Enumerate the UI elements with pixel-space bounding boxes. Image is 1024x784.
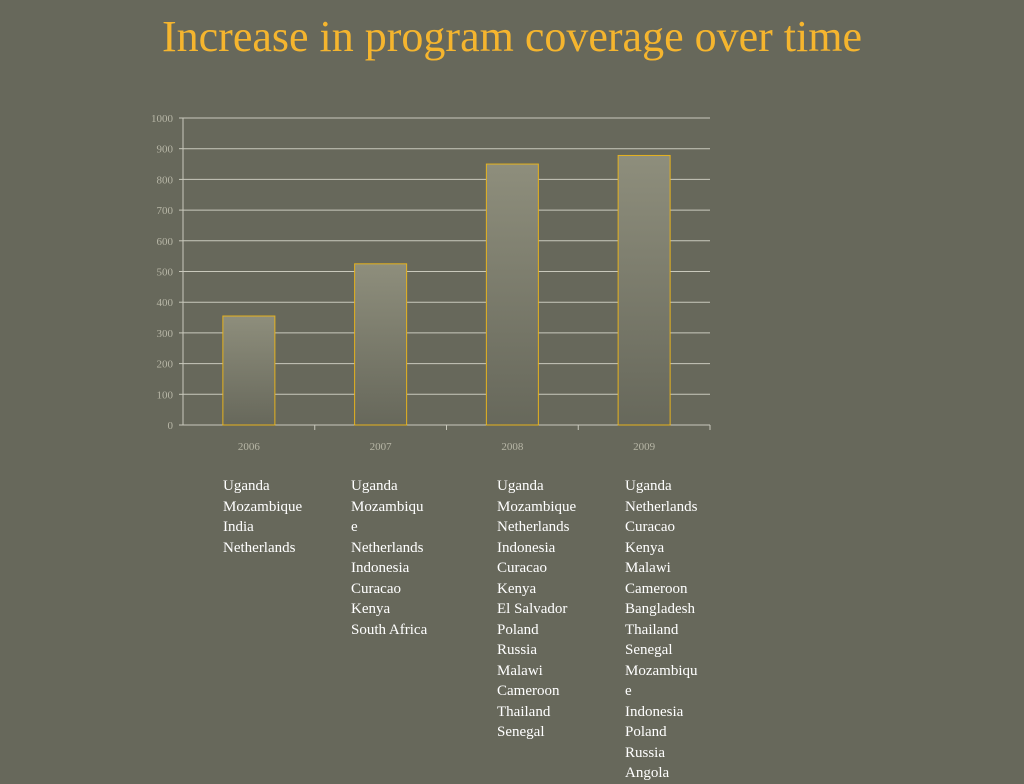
country-list-item: Indonesia bbox=[625, 703, 684, 720]
country-list-item: Malawi bbox=[625, 560, 671, 576]
bar-chart: 0 100 200 300 400 500 600 700 800 900 1000 2006 2007… bbox=[151, 113, 711, 453]
country-list-2007: Uganda Mozambiqu e Netherlands Indonesia Cura… bbox=[351, 476, 427, 640]
y-tick-label: 300 bbox=[157, 328, 174, 340]
country-list-item: Malawi bbox=[497, 662, 543, 679]
y-tick-label: 800 bbox=[157, 174, 174, 186]
country-list-2006: Uganda Mozambique India Netherlands bbox=[223, 476, 302, 558]
country-list-item: Thailand bbox=[497, 703, 551, 720]
y-tick-label: 200 bbox=[157, 359, 174, 371]
country-list-2008: Uganda Mozambique Netherlands Indonesia Cura… bbox=[497, 476, 576, 743]
country-list-item: Curacao bbox=[351, 580, 401, 597]
y-tick-label: 500 bbox=[157, 267, 174, 279]
country-list-item: Bangladesh bbox=[625, 601, 695, 617]
country-list-item: Mozambique bbox=[223, 498, 303, 515]
country-list-item: Netherlands bbox=[223, 539, 296, 556]
x-tick-label: 2009 bbox=[633, 441, 656, 453]
country-list-item: Poland bbox=[625, 724, 667, 740]
slide-title: Increase in program coverage over time bbox=[162, 12, 862, 61]
country-list-item: Curacao bbox=[497, 560, 547, 576]
country-list-item: Uganda bbox=[223, 478, 270, 494]
country-list-item: Poland bbox=[497, 621, 539, 638]
country-list-item: Mozambique bbox=[497, 498, 577, 515]
country-list-item: Indonesia bbox=[351, 560, 410, 576]
country-list-item: Netherlands bbox=[351, 539, 424, 556]
country-list-item: Thailand bbox=[625, 621, 679, 638]
country-list-item: Cameroon bbox=[497, 683, 560, 699]
y-tick-label: 900 bbox=[157, 144, 174, 156]
y-tick-label: 1000 bbox=[151, 113, 174, 125]
country-list-item: El Salvador bbox=[497, 601, 568, 617]
country-list-item: Mozambiqu bbox=[625, 662, 698, 679]
country-list-item: India bbox=[223, 519, 254, 535]
country-list-item: Uganda bbox=[351, 478, 398, 494]
bar-2008 bbox=[485, 163, 539, 426]
bar-2007 bbox=[354, 263, 408, 426]
y-tick-label: 600 bbox=[157, 236, 174, 248]
country-list-item: Indonesia bbox=[497, 539, 556, 556]
country-list-item: Netherlands bbox=[497, 519, 570, 535]
country-list-item: Cameroon bbox=[625, 580, 688, 597]
country-list-item: Uganda bbox=[625, 478, 672, 494]
bar-2009 bbox=[617, 154, 671, 426]
country-list-item: Kenya bbox=[351, 601, 391, 617]
bars bbox=[222, 154, 671, 426]
y-tick-label: 100 bbox=[157, 389, 174, 401]
country-list-item: Russia bbox=[497, 642, 538, 658]
country-list-item: Angola bbox=[625, 765, 670, 781]
y-tick-label: 0 bbox=[168, 420, 174, 432]
x-tick-label: 2007 bbox=[370, 441, 393, 453]
country-list-item: Kenya bbox=[625, 539, 665, 556]
country-list-item: e bbox=[625, 683, 632, 699]
country-list-item: Mozambiqu bbox=[351, 498, 424, 515]
x-tick-label: 2006 bbox=[238, 441, 261, 453]
country-list-item: Russia bbox=[625, 744, 666, 761]
country-list-2009: Uganda Netherlands Curacao Kenya Malawi Camer… bbox=[625, 476, 698, 784]
country-list-item: South Africa bbox=[351, 621, 428, 638]
y-tick-label: 700 bbox=[157, 205, 174, 217]
country-list-item: Kenya bbox=[497, 580, 537, 597]
country-list-item: Senegal bbox=[497, 724, 545, 740]
country-list-item: e bbox=[351, 519, 358, 535]
country-list-item: Senegal bbox=[625, 642, 673, 658]
x-tick-label: 2008 bbox=[501, 441, 524, 453]
country-list-item: Netherlands bbox=[625, 498, 698, 515]
country-list-item: Uganda bbox=[497, 478, 544, 494]
y-tick-label: 400 bbox=[157, 297, 174, 309]
country-list-item: Curacao bbox=[625, 519, 675, 535]
bar-2006 bbox=[222, 315, 276, 426]
tick-labels: 0 100 200 300 400 500 600 700 800 900 1000 2006 2007… bbox=[151, 113, 656, 453]
